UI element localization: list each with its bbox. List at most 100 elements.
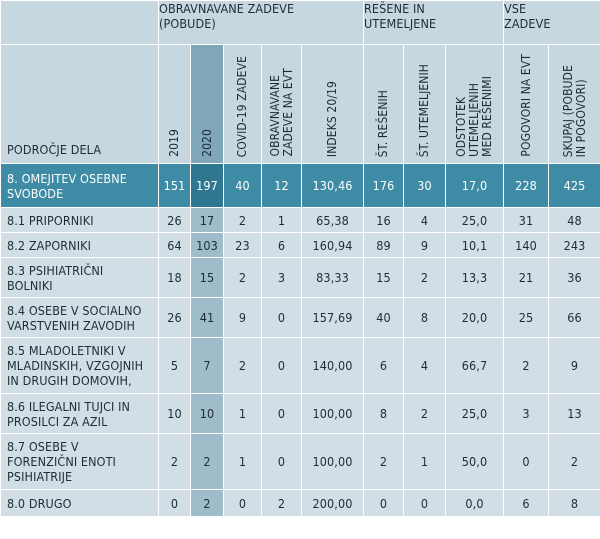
table-cell: 8 xyxy=(403,297,447,338)
table-cell: 103 xyxy=(190,232,224,258)
table-cell: 66,7 xyxy=(445,337,505,394)
table-cell: 0,0 xyxy=(445,489,505,517)
col-header-index: Indeks 20/19 xyxy=(300,44,365,164)
table-cell: 0 xyxy=(223,489,262,517)
table-cell: 10 xyxy=(158,393,191,434)
table-cell: 17 xyxy=(190,207,224,233)
table-cell: 21 xyxy=(503,257,550,298)
table-cell: 0 xyxy=(503,433,550,490)
table-cell: 200,00 xyxy=(300,489,365,517)
table-cell: 15 xyxy=(190,257,224,298)
col-header-percent: Odstotek utemeljenih med rešenimi xyxy=(445,44,505,164)
table-cell: 8 xyxy=(363,393,405,434)
table-cell: 1 xyxy=(223,433,262,490)
group-header-handled: OBRAVNAVANE ZADEVE (POBUDE) xyxy=(157,0,365,45)
table-cell: 40 xyxy=(223,163,262,208)
table-cell: 2 xyxy=(363,433,405,490)
row-label: 8.1 Priporniki xyxy=(0,207,159,233)
table-cell: 3 xyxy=(261,257,302,298)
row-label: 8.4 Osebe v socialno varstvenih zavodih xyxy=(0,297,159,338)
table-row: 8.7 Osebe v forenzični enoti psihiatrije… xyxy=(0,433,600,490)
table-cell: 13 xyxy=(548,393,600,434)
table-cell: 7 xyxy=(190,337,224,394)
table-cell: 10,1 xyxy=(445,232,505,258)
table-cell: 1 xyxy=(403,433,447,490)
table-row: 8.3 Psihiatrični bolniki 18 15 2 3 83,33 15 2 13… xyxy=(0,257,600,298)
table-cell: 2 xyxy=(158,433,191,490)
table-cell: 100,00 xyxy=(300,433,365,490)
table-cell: 228 xyxy=(503,163,550,208)
table-cell: 0 xyxy=(261,297,302,338)
table-cell: 2 xyxy=(223,257,262,298)
row-label: 8.3 Psihiatrični bolniki xyxy=(0,257,159,298)
table-cell: 4 xyxy=(403,207,447,233)
table-cell: 9 xyxy=(548,337,600,394)
table-row: 8.2 Zaporniki 64 103 23 6 160,94 89 9 10,1 140 243 xyxy=(0,232,600,258)
area-column-header: Področje DELA xyxy=(0,44,159,164)
table-cell: 2 xyxy=(223,337,262,394)
table-cell: 157,69 xyxy=(300,297,365,338)
table-cell: 65,38 xyxy=(300,207,365,233)
table-cell: 23 xyxy=(223,232,262,258)
table-cell: 25,0 xyxy=(445,393,505,434)
table-cell: 2 xyxy=(548,433,600,490)
table-cell: 6 xyxy=(261,232,302,258)
table-cell: 2 xyxy=(503,337,550,394)
col-header-resolved: Št. rešenih xyxy=(363,44,405,164)
table-cell: 30 xyxy=(403,163,447,208)
table-cell: 66 xyxy=(548,297,600,338)
table-row: 8.0 Drugo 0 2 0 2 200,00 0 0 0,0 6 8 xyxy=(0,489,600,517)
col-header-evt: Obravnavane zadeve na EVT xyxy=(261,44,302,164)
table-cell: 83,33 xyxy=(300,257,365,298)
group-header-blank xyxy=(0,0,159,45)
table-cell: 3 xyxy=(503,393,550,434)
table-cell: 15 xyxy=(363,257,405,298)
table-row: 8.4 Osebe v socialno varstvenih zavodih 2… xyxy=(0,297,600,338)
table-cell: 89 xyxy=(363,232,405,258)
row-label: 8.0 Drugo xyxy=(0,489,159,517)
table-row: 8.5 Mladoletniki v mladinskih, vzgojnih … xyxy=(0,337,600,394)
table-cell: 26 xyxy=(158,297,191,338)
table-row: 8.6 Ilegalni tujci in prosilci za azil 10… xyxy=(0,393,600,434)
table-cell: 9 xyxy=(223,297,262,338)
table-cell: 8 xyxy=(548,489,600,517)
table-cell: 5 xyxy=(158,337,191,394)
row-label: 8.5 Mladoletniki v mladinskih, vzgojnih … xyxy=(0,337,159,394)
table-cell: 0 xyxy=(261,337,302,394)
col-header-2019: 2019 xyxy=(158,44,191,164)
statistics-table: OBRAVNAVANE ZADEVE (POBUDE) REŠENE IN UT… xyxy=(0,0,600,517)
table-cell: 48 xyxy=(548,207,600,233)
table-cell: 425 xyxy=(548,163,600,208)
table-row: 8.1 Priporniki 26 17 2 1 65,38 16 4 25,0 31 48 xyxy=(0,207,600,233)
table-cell: 50,0 xyxy=(445,433,505,490)
table-cell: 130,46 xyxy=(300,163,365,208)
group-header-resolved: REŠENE IN UTEMELJENE xyxy=(363,0,505,45)
table-cell: 100,00 xyxy=(300,393,365,434)
table-cell: 0 xyxy=(158,489,191,517)
table-cell: 1 xyxy=(261,207,302,233)
row-label: 8.7 Osebe v forenzični enoti psihiatrije xyxy=(0,433,159,490)
table-cell: 2 xyxy=(261,489,302,517)
table-cell: 2 xyxy=(403,257,447,298)
table-cell: 64 xyxy=(158,232,191,258)
table-cell: 0 xyxy=(261,433,302,490)
table-cell: 140 xyxy=(503,232,550,258)
row-label: 8.6 Ilegalni tujci in prosilci za azil xyxy=(0,393,159,434)
table-cell: 0 xyxy=(403,489,447,517)
table-cell: 151 xyxy=(158,163,191,208)
table-cell: 9 xyxy=(403,232,447,258)
group-header-row: OBRAVNAVANE ZADEVE (POBUDE) REŠENE IN UT… xyxy=(0,0,600,45)
group-header-all: VSE ZADEVE xyxy=(503,0,600,45)
table-cell: 26 xyxy=(158,207,191,233)
table-cell: 41 xyxy=(190,297,224,338)
table-cell: 25 xyxy=(503,297,550,338)
table-cell: 18 xyxy=(158,257,191,298)
table-cell: 243 xyxy=(548,232,600,258)
row-label: 8. OMEJITEV OSEBNE SVOBODE xyxy=(0,163,159,208)
table-cell: 20,0 xyxy=(445,297,505,338)
table-row: 8. OMEJITEV OSEBNE SVOBODE 151 197 40 12 130,… xyxy=(0,163,600,208)
col-header-talks: Pogovori na EVT xyxy=(503,44,550,164)
table-cell: 25,0 xyxy=(445,207,505,233)
table-cell: 0 xyxy=(261,393,302,434)
table-cell: 140,00 xyxy=(300,337,365,394)
